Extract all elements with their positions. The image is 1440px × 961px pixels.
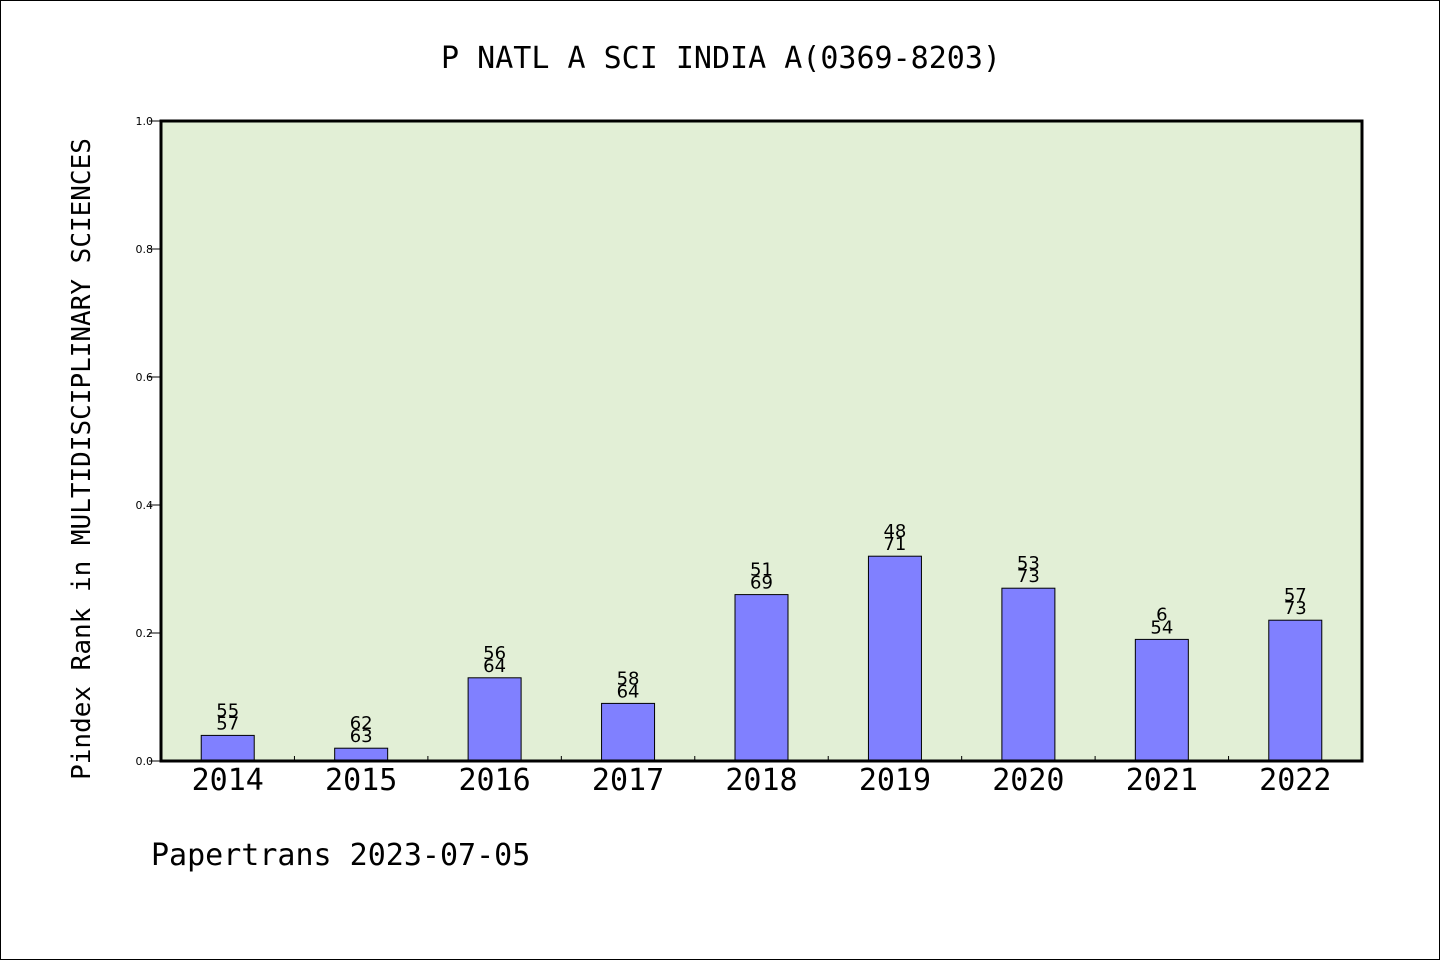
x-tick-label: 2020 [992, 763, 1064, 798]
plot-border [159, 119, 1364, 763]
x-tick-label: 2017 [592, 763, 664, 798]
bars [200, 555, 1323, 762]
x-tick-label: 2021 [1126, 763, 1198, 798]
bar-2022 [1268, 619, 1323, 762]
bar-2017 [601, 702, 656, 762]
bar-2015 [334, 747, 389, 762]
y-tick-label: 0.4 [136, 499, 154, 512]
bar-label-bottom: 57 [216, 713, 239, 734]
x-tick-label: 2015 [325, 763, 397, 798]
x-tick-label: 2018 [725, 763, 797, 798]
x-axis-ticks: 2014 2015 2016 2017 2018 2019 2020 2021 2022 [192, 756, 1331, 798]
bar-label-bottom: 64 [483, 656, 506, 677]
y-tick-label: 0.2 [136, 627, 154, 640]
x-tick-label: 2014 [192, 763, 264, 798]
bar-label-top: 55 [216, 700, 239, 721]
bar-2021 [1134, 638, 1189, 762]
bar-2014 [200, 734, 255, 762]
bar-2019 [867, 555, 922, 762]
bar-label-bottom: 64 [617, 681, 640, 702]
bar-label-top: 62 [350, 713, 373, 734]
bar-label-bottom: 54 [1150, 617, 1173, 638]
bar-label-bottom: 71 [883, 534, 906, 555]
x-tick-label: 2016 [458, 763, 530, 798]
x-tick-label: 2022 [1259, 763, 1331, 798]
bar-label-top: 51 [750, 560, 773, 581]
bar-label-top: 58 [617, 668, 640, 689]
bar-label-top: 57 [1284, 585, 1307, 606]
footer-date: Papertrans 2023-07-05 [151, 838, 530, 873]
bar-label-bottom: 73 [1017, 566, 1040, 587]
bar-label-top: 56 [483, 643, 506, 664]
x-tick-label: 2019 [859, 763, 931, 798]
bar-label-top: 6 [1156, 604, 1167, 625]
bar-label-top: 53 [1017, 553, 1040, 574]
bar-label-top: 48 [883, 521, 906, 542]
y-tick-label: 0.0 [136, 755, 154, 768]
bar-2018 [734, 594, 789, 762]
bar-label-bottom: 69 [750, 573, 773, 594]
bar-2016 [467, 677, 522, 762]
y-axis-label: Pindex Rank in MULTIDISCIPLINARY SCIENCE… [67, 138, 97, 780]
chart-title: P NATL A SCI INDIA A(0369-8203) [441, 41, 1001, 76]
bar-label-bottom: 63 [350, 726, 373, 747]
bar-label-bottom: 73 [1284, 598, 1307, 619]
y-axis-ticks: 0.0 0.2 0.4 0.6 0.8 1.0 [136, 115, 161, 768]
y-tick-label: 1.0 [136, 115, 154, 128]
bar-2020 [1001, 587, 1056, 762]
y-tick-label: 0.8 [136, 243, 154, 256]
y-tick-label: 0.6 [136, 371, 154, 384]
